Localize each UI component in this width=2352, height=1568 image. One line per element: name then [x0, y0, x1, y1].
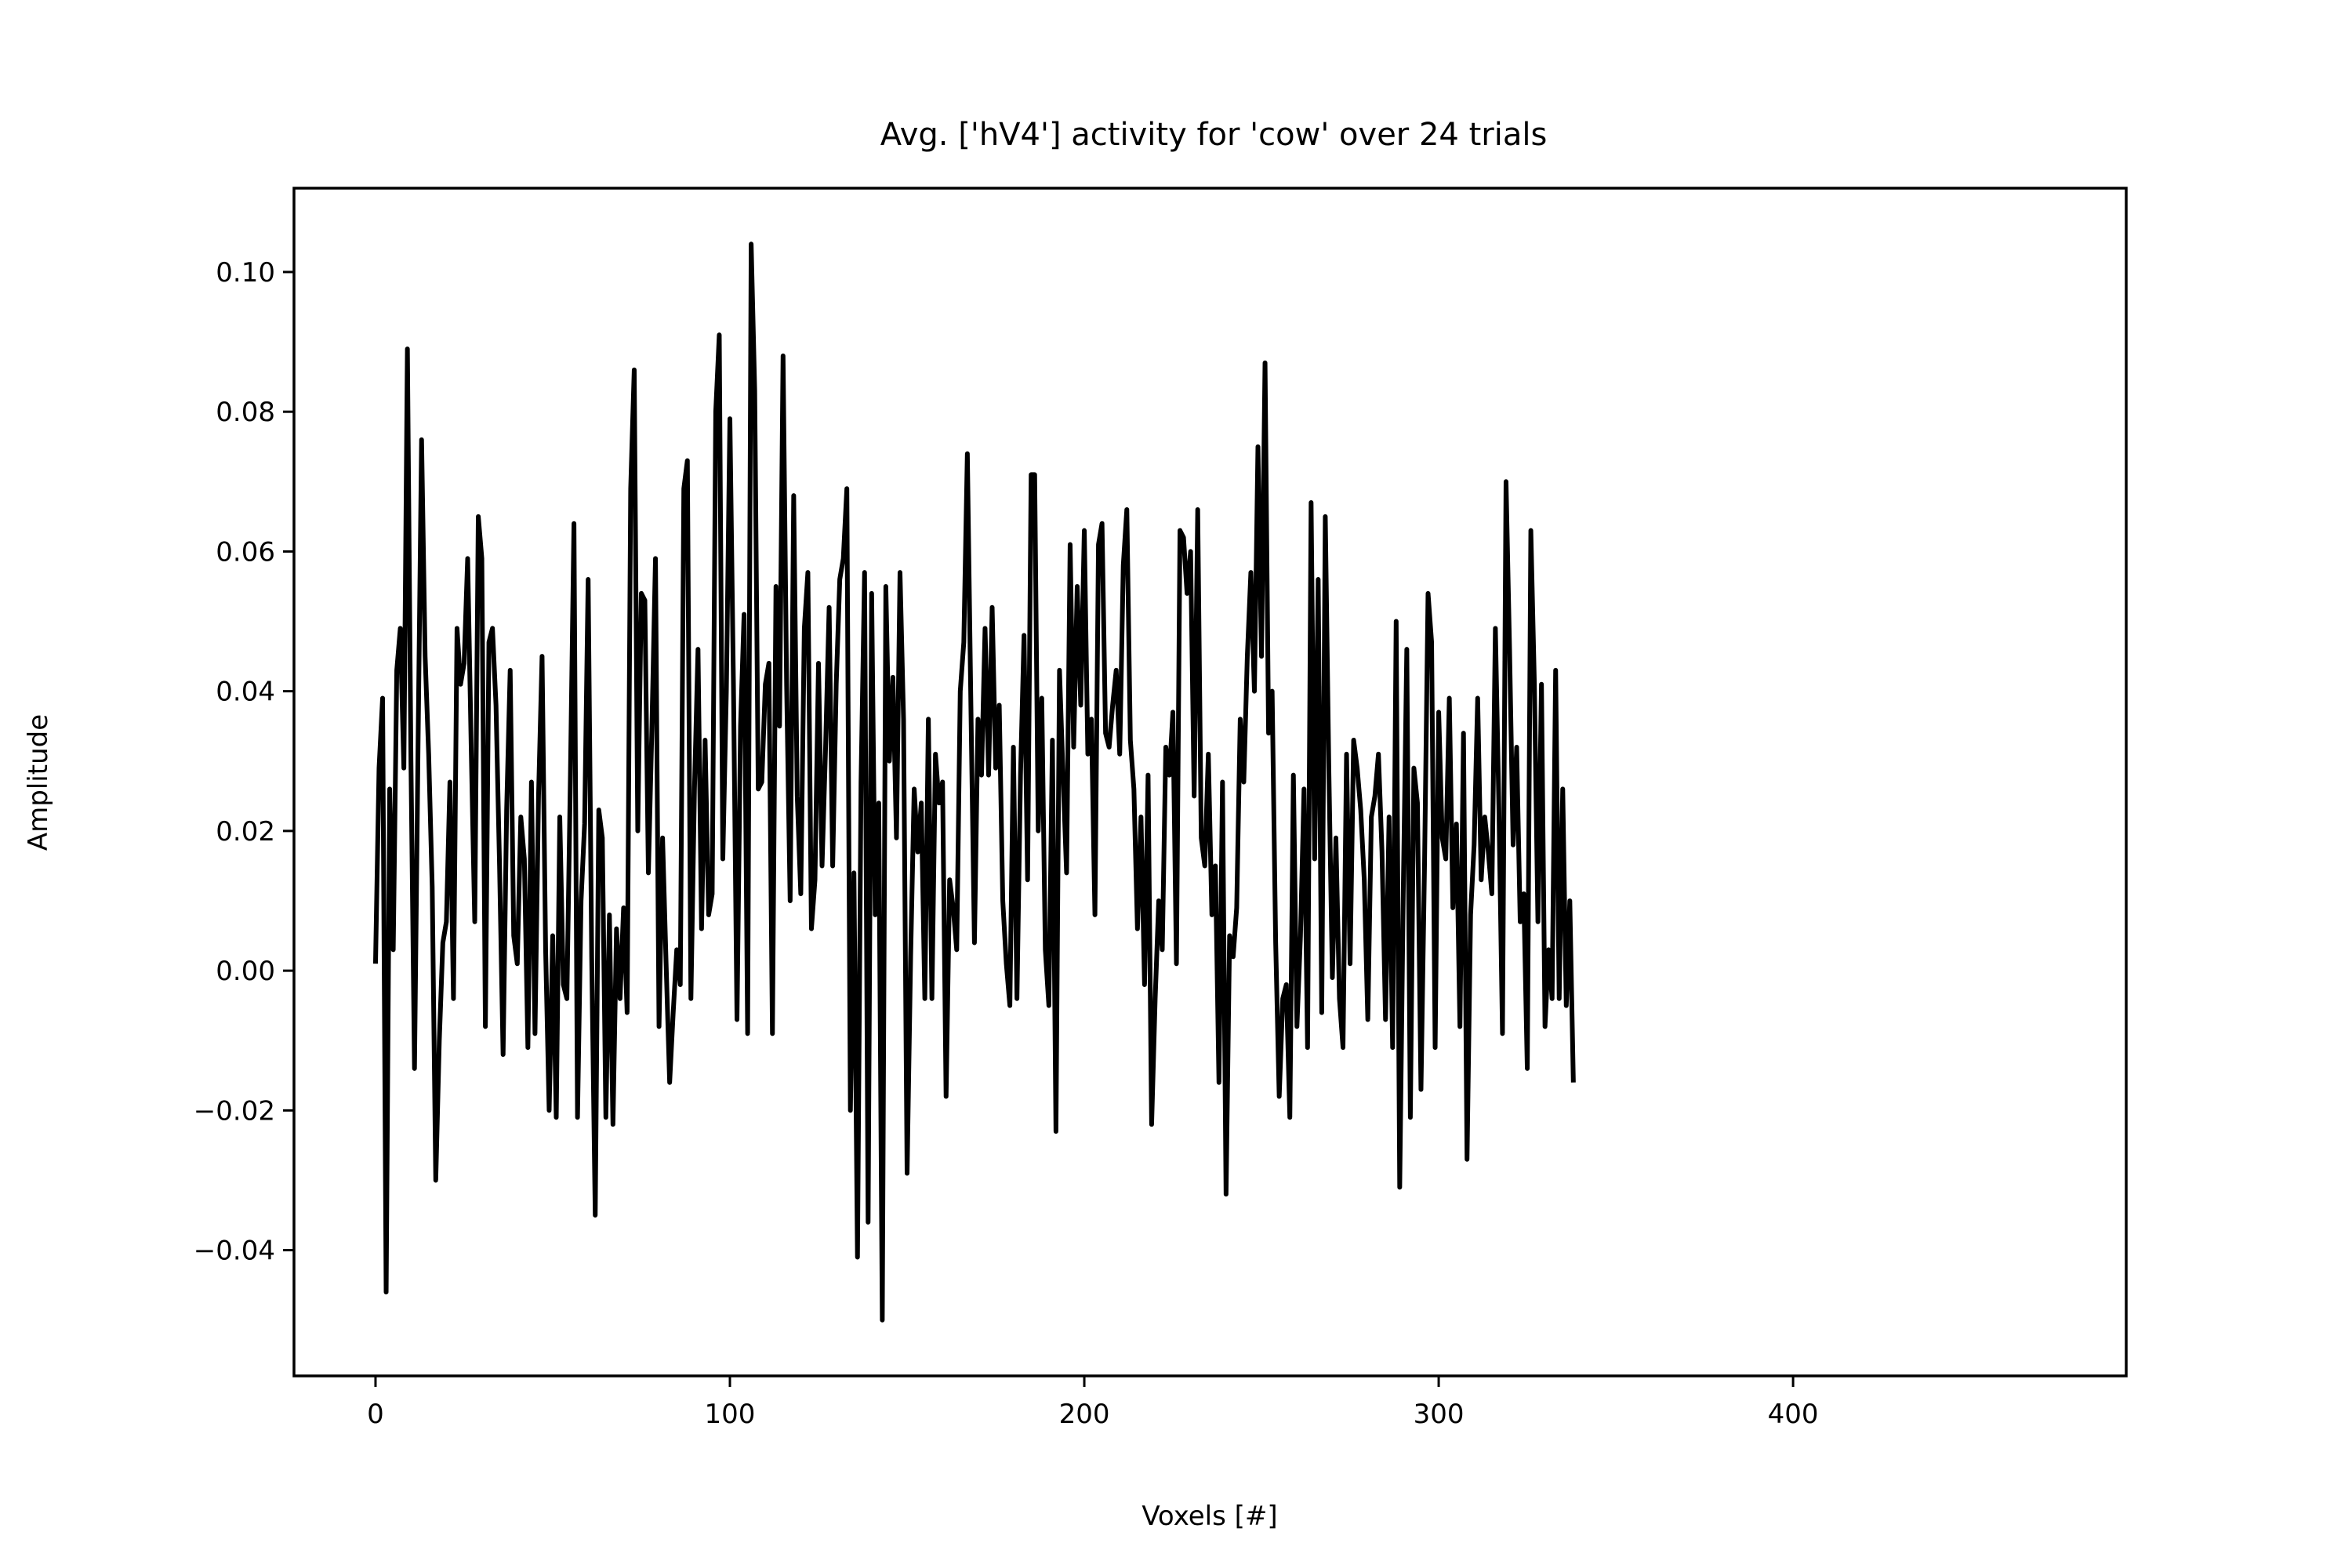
y-tick-label: 0.10: [216, 257, 275, 289]
y-tick-label: 0.00: [216, 956, 275, 987]
x-tick-label: 300: [1414, 1399, 1465, 1430]
x-tick-label: 200: [1059, 1399, 1110, 1430]
axes-frame: [292, 187, 2128, 1377]
y-tick-label: 0.04: [216, 677, 275, 708]
chart-title: Avg. ['hV4'] activity for 'cow' over 24 …: [880, 117, 1548, 153]
x-axis: 0 100 200 300 400: [367, 1376, 1819, 1430]
y-tick-label: 0.02: [216, 816, 275, 848]
y-tick-label: 0.08: [216, 397, 275, 428]
x-tick-label: 0: [367, 1399, 384, 1430]
x-axis-label: Voxels [#]: [1142, 1501, 1277, 1532]
y-tick-label: −0.04: [194, 1236, 275, 1267]
y-tick-label: −0.02: [194, 1095, 275, 1127]
y-tick-label: 0.06: [216, 536, 275, 568]
plot-area: [372, 241, 1576, 1323]
y-axis: −0.04 −0.02 0.00 0.02 0.04 0.06 0.08 0.10: [194, 257, 294, 1267]
series-line: [372, 241, 1576, 1323]
y-axis-label: Amplitude: [23, 714, 54, 851]
x-tick-label: 400: [1768, 1399, 1819, 1430]
x-tick-label: 100: [705, 1399, 756, 1430]
